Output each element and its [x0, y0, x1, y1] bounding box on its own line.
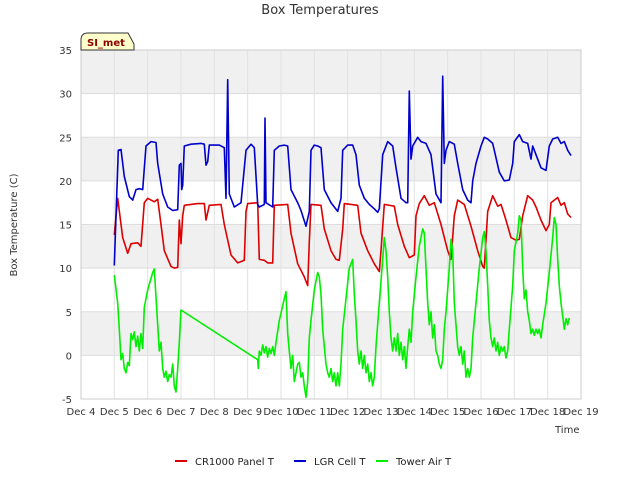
series-line-tower-air-t: [113, 215, 571, 399]
x-tick-label: Dec 13: [363, 407, 398, 418]
x-tick-label: Dec 17: [497, 407, 532, 418]
series-line-cr1000-panel-t: [113, 194, 572, 287]
y-axis-ticks: -5 0 5 10 15 20 25 30 35: [59, 46, 72, 406]
series-line-lgr-cell-t: [113, 75, 572, 266]
x-tick-label: Dec 4: [67, 407, 96, 418]
x-tick-label: Dec 8: [200, 407, 229, 418]
x-tick-label: Dec 12: [330, 407, 365, 418]
background-bands: [81, 50, 581, 356]
x-tick-label: Dec 9: [233, 407, 262, 418]
x-tick-label: Dec 18: [530, 407, 565, 418]
x-axis-label: Time: [554, 425, 579, 436]
chart-title: Box Temperatures: [261, 3, 379, 18]
plot-area-frame: [80, 49, 582, 400]
x-tick-label: Dec 11: [297, 407, 332, 418]
y-tick-label: 35: [59, 46, 72, 57]
background-band: [81, 311, 581, 356]
y-tick-label: 5: [66, 308, 72, 319]
y-tick-label: 10: [59, 264, 72, 275]
station-badge: SI_met: [80, 32, 135, 51]
x-tick-label: Dec 6: [133, 407, 162, 418]
x-tick-label: Dec 15: [430, 407, 465, 418]
legend-label: CR1000 Panel T: [195, 457, 275, 468]
background-band: [81, 224, 581, 269]
badge-shape: [80, 32, 135, 51]
x-tick-label: Dec 7: [167, 407, 196, 418]
x-tick-label: Dec 16: [463, 407, 498, 418]
legend: CR1000 Panel T LGR Cell T Tower Air T: [175, 457, 452, 468]
background-band: [81, 50, 581, 94]
y-tick-label: 25: [59, 133, 72, 144]
y-tick-label: 15: [59, 221, 72, 232]
y-axis-label: Box Temperature (C): [9, 173, 20, 276]
y-tick-label: -5: [62, 395, 72, 406]
background-band: [81, 137, 581, 181]
x-tick-label: Dec 5: [100, 407, 129, 418]
y-tick-label: 30: [59, 90, 72, 101]
x-tick-label: Dec 10: [263, 407, 298, 418]
x-tick-label: Dec 19: [563, 407, 598, 418]
legend-label: Tower Air T: [395, 457, 452, 468]
x-axis-ticks: Dec 4 Dec 5 Dec 6 Dec 7 Dec 8 Dec 9 Dec 10Dec …: [67, 407, 599, 418]
legend-label: LGR Cell T: [314, 457, 366, 468]
x-tick-label: Dec 14: [397, 407, 432, 418]
badge-label: SI_met: [87, 38, 125, 49]
series-lines: [113, 75, 572, 399]
y-tick-label: 0: [66, 351, 72, 362]
y-tick-label: 20: [59, 177, 72, 188]
